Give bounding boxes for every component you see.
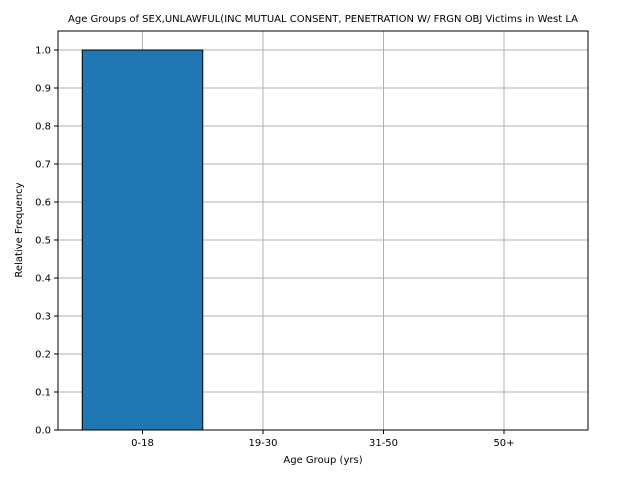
y-tick-label: 0.2	[35, 350, 51, 361]
x-axis-label: Age Group (yrs)	[283, 455, 362, 466]
y-tick-label: 0.8	[35, 122, 51, 133]
y-tick-label: 0.1	[35, 388, 51, 399]
y-axis-label: Relative Frequency	[14, 182, 25, 277]
plot-frame	[57, 30, 589, 431]
y-tick-label: 0.6	[35, 198, 51, 209]
x-tick-label: 31-50	[369, 438, 398, 449]
y-tick-label: 0.7	[35, 160, 51, 171]
bars	[81, 49, 204, 431]
y-tick-label: 0.5	[35, 236, 51, 247]
x-tick-label: 50+	[493, 438, 514, 449]
bar-0-18	[81, 49, 204, 431]
y-tick-label: 1.0	[35, 46, 51, 57]
y-axis-ticks: 0.0 0.1 0.2 0.3 0.4 0.5 0.6 0.7 0.8 0.9 1.0	[35, 46, 58, 437]
chart-title: Age Groups of SEX,UNLAWFUL(INC MUTUAL CO…	[68, 14, 578, 25]
x-tick-label: 19-30	[248, 438, 277, 449]
y-tick-label: 0.0	[35, 426, 51, 437]
y-tick-label: 0.4	[35, 274, 51, 285]
x-tick-label: 0-18	[131, 438, 154, 449]
y-tick-label: 0.9	[35, 84, 51, 95]
x-axis-ticks: 0-18 19-30 31-50 50+	[131, 430, 515, 449]
y-tick-label: 0.3	[35, 312, 51, 323]
